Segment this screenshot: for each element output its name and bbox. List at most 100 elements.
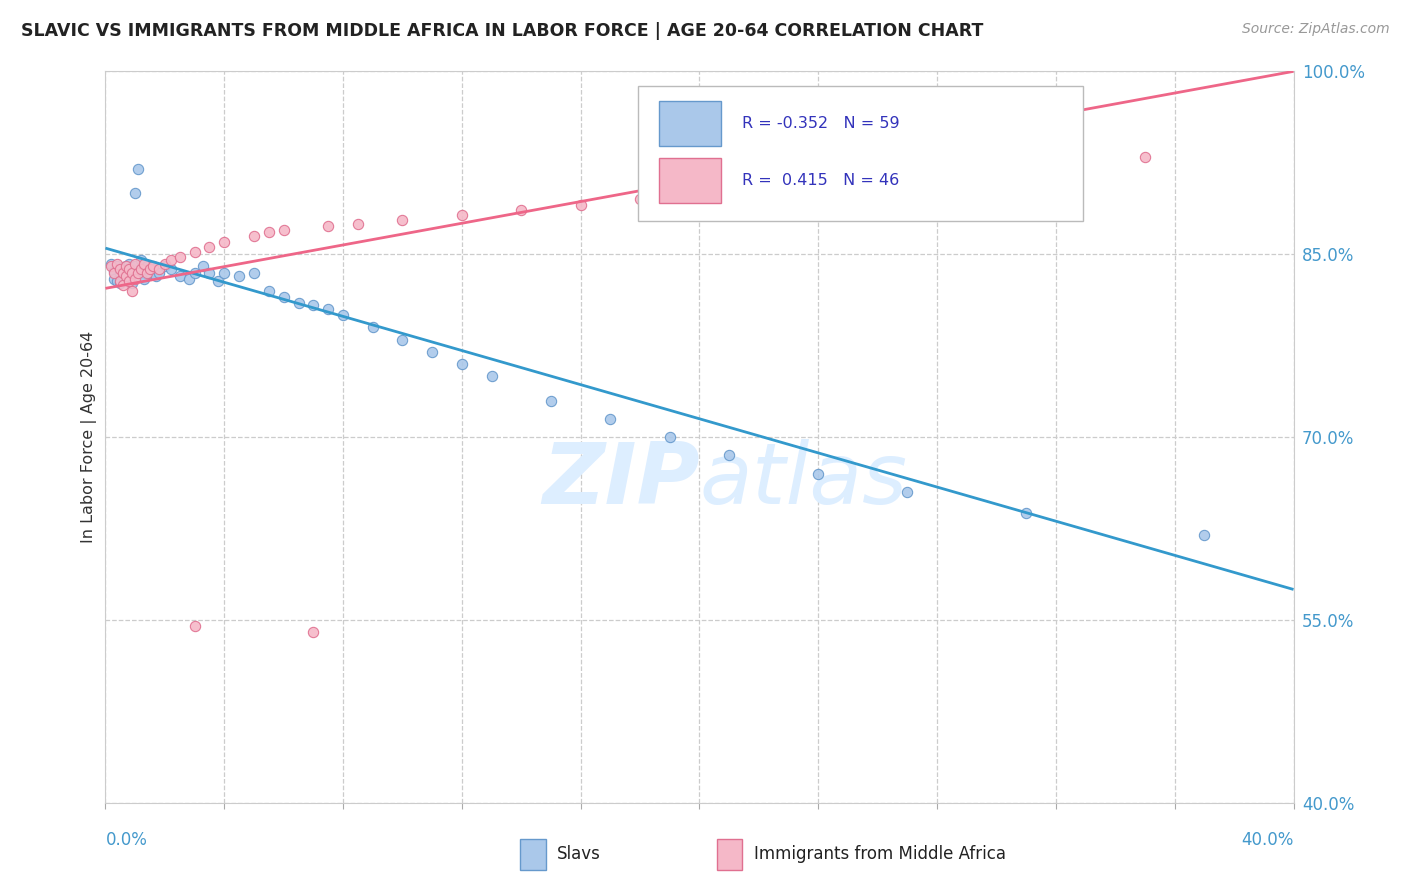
Point [214, 235, 236, 249]
Point [956, 164, 979, 178]
Point [361, 320, 384, 334]
Text: Slavs: Slavs [557, 846, 600, 863]
Point [183, 244, 205, 259]
Point [148, 266, 170, 280]
Point [110, 266, 132, 280]
Point [118, 257, 141, 271]
Point [1045, 157, 1067, 171]
Point [127, 161, 149, 176]
Text: SLAVIC VS IMMIGRANTS FROM MIDDLE AFRICA IN LABOR FORCE | AGE 20-64 CORRELATION C: SLAVIC VS IMMIGRANTS FROM MIDDLE AFRICA … [21, 22, 983, 40]
Point [153, 257, 176, 271]
Point [124, 260, 146, 274]
Point [121, 284, 143, 298]
Point [110, 261, 132, 276]
Point [121, 266, 143, 280]
Point [689, 186, 711, 201]
Point [115, 264, 138, 278]
Point [112, 277, 135, 292]
Point [628, 193, 651, 207]
Text: 40.0%: 40.0% [1241, 831, 1294, 849]
Point [347, 217, 370, 231]
Point [139, 266, 162, 280]
Point [136, 260, 159, 274]
Point [112, 266, 135, 280]
Point [169, 269, 191, 284]
Point [129, 253, 152, 268]
Point [100, 257, 122, 271]
Point [302, 625, 325, 640]
Point [112, 269, 135, 284]
Point [148, 261, 170, 276]
Point [332, 308, 354, 322]
Point [121, 277, 143, 291]
Point [103, 266, 125, 280]
Point [599, 412, 621, 426]
Point [391, 213, 413, 227]
Text: 0.0%: 0.0% [105, 831, 148, 849]
Text: Source: ZipAtlas.com: Source: ZipAtlas.com [1241, 22, 1389, 37]
Bar [717, 839, 742, 870]
Point [169, 250, 191, 264]
Point [142, 261, 165, 276]
Point [718, 449, 741, 463]
Point [153, 260, 176, 274]
Point [115, 274, 138, 288]
Point [257, 284, 280, 298]
Point [273, 223, 295, 237]
Point [124, 186, 146, 201]
Text: R =  0.415   N = 46: R = 0.415 N = 46 [742, 173, 900, 188]
Point [110, 277, 132, 291]
Point [139, 261, 162, 276]
Point [177, 271, 200, 285]
Point [127, 266, 149, 280]
Point [129, 261, 152, 276]
Point [132, 271, 155, 285]
Point [896, 485, 918, 500]
Point [302, 298, 325, 312]
Point [198, 240, 221, 254]
Text: atlas: atlas [700, 440, 907, 523]
Point [115, 260, 138, 274]
Bar [520, 839, 546, 870]
Bar [659, 101, 721, 146]
Point [127, 266, 149, 280]
Point [1015, 506, 1038, 520]
Point [287, 296, 309, 310]
Point [273, 290, 295, 304]
Point [807, 467, 830, 481]
Point [124, 271, 146, 285]
Point [658, 430, 681, 444]
Point [420, 344, 443, 359]
Text: Immigrants from Middle Africa: Immigrants from Middle Africa [754, 846, 1005, 863]
Point [778, 178, 800, 193]
Point [110, 274, 132, 288]
Point [129, 261, 152, 276]
Point [142, 260, 165, 274]
Point [228, 269, 250, 284]
Point [207, 274, 229, 288]
Point [510, 203, 533, 218]
Point [159, 261, 181, 276]
Point [481, 369, 503, 384]
Point [193, 260, 215, 274]
Point [105, 260, 128, 274]
Point [145, 269, 167, 284]
Point [450, 208, 472, 222]
Point [450, 357, 472, 371]
Point [316, 219, 339, 234]
Point [243, 266, 266, 280]
Bar [659, 158, 721, 203]
Point [159, 253, 181, 268]
Point [105, 257, 128, 271]
Point [121, 261, 143, 276]
Point [316, 301, 339, 317]
Point [112, 261, 135, 276]
Point [866, 171, 889, 186]
Point [243, 229, 266, 244]
Point [198, 266, 221, 280]
Point [214, 266, 236, 280]
Point [1194, 527, 1216, 541]
Point [115, 269, 138, 284]
Point [118, 269, 141, 284]
Point [103, 264, 125, 278]
